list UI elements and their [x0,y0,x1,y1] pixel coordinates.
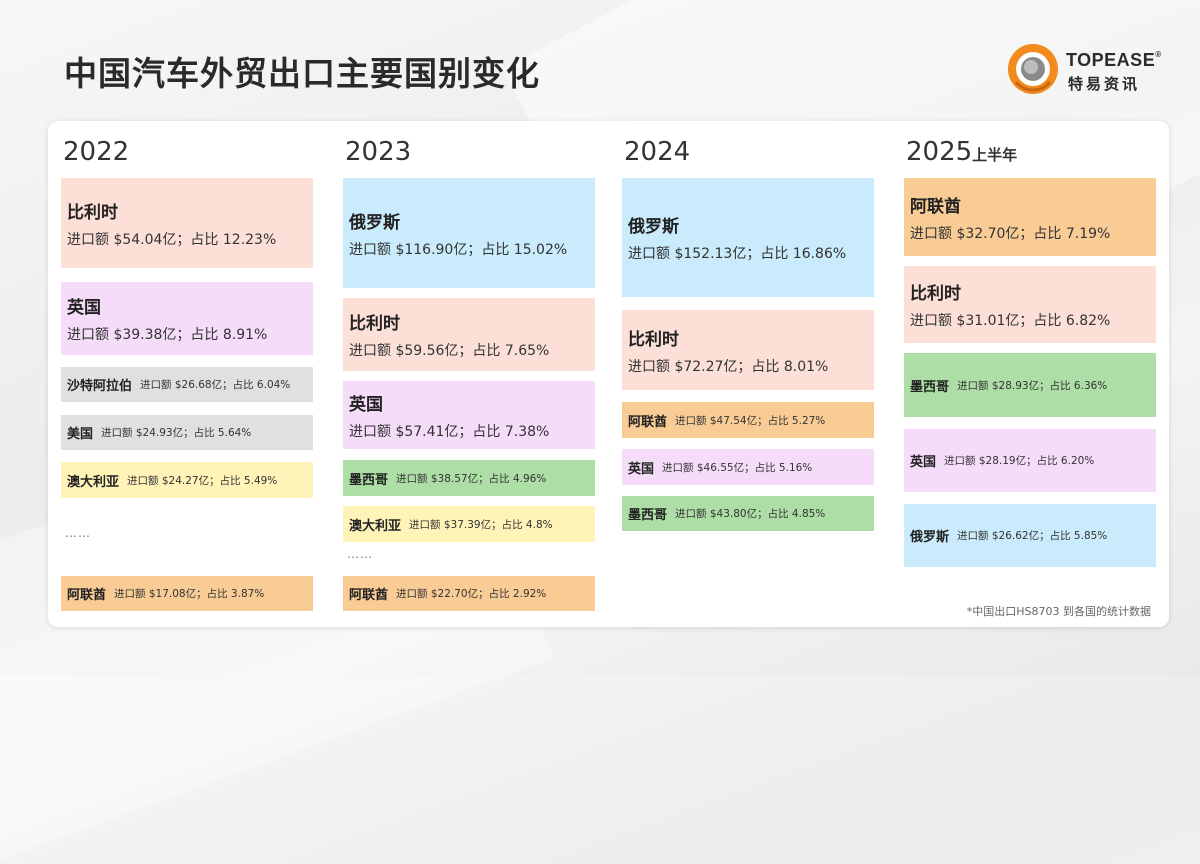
import-detail: 进口额 $17.08亿；占比 3.87% [114,588,265,600]
country-card: 比利时 进口额 $59.56亿；占比 7.65% [343,298,595,371]
year-heading: 2023 [345,137,412,167]
import-detail: 进口额 $152.13亿；占比 16.86% [628,246,847,262]
country-name: 俄罗斯 [628,217,679,237]
country-name: 墨西哥 [628,508,668,523]
year-heading: 2025上半年 [906,137,1018,167]
country-name: 阿联酋 [67,588,107,603]
country-card: 俄罗斯 进口额 $116.90亿；占比 15.02% [343,178,595,288]
year-heading: 2024 [624,137,691,167]
country-card: 墨西哥 进口额 $28.93亿；占比 6.36% [904,353,1156,417]
import-detail: 进口额 $24.27亿；占比 5.49% [127,474,278,487]
country-card: 澳大利亚 进口额 $37.39亿；占比 4.8% [343,506,595,542]
import-detail: 进口额 $43.80亿；占比 4.85% [675,508,826,520]
country-name: 比利时 [349,314,400,334]
import-detail: 进口额 $72.27亿；占比 8.01% [628,358,829,375]
country-name: 美国 [67,427,94,442]
country-name: 阿联酋 [628,414,668,430]
country-name: 澳大利亚 [67,474,120,490]
brand-logo: TOPEASE® 特易资讯 [1006,40,1166,100]
comparison-panel: 2022 比利时 进口额 $54.04亿；占比 12.23% 英国 进口额 $3… [48,121,1169,627]
country-card: 阿联酋 进口额 $17.08亿；占比 3.87% [61,576,313,611]
import-detail: 进口额 $28.93亿；占比 6.36% [957,379,1108,392]
country-name: 沙特阿拉伯 [67,379,133,394]
country-name: 英国 [628,461,655,477]
country-card: 美国 进口额 $24.93亿；占比 5.64% [61,415,313,450]
country-card: 比利时 进口额 $31.01亿；占比 6.82% [904,266,1156,343]
country-card: 英国 进口额 $39.38亿；占比 8.91% [61,282,313,355]
country-name: 比利时 [628,329,679,350]
import-detail: 进口额 $26.68亿；占比 6.04% [140,379,291,391]
import-detail: 进口额 $28.19亿；占比 6.20% [944,455,1095,467]
country-card: 比利时 进口额 $72.27亿；占比 8.01% [622,310,874,390]
footnote: *中国出口HS8703 到各国的统计数据 [966,605,1151,618]
country-card: 英国 进口额 $57.41亿；占比 7.38% [343,381,595,449]
country-name: 阿联酋 [910,196,961,217]
country-card: 墨西哥 进口额 $38.57亿；占比 4.96% [343,460,595,496]
import-detail: 进口额 $54.04亿；占比 12.23% [67,231,277,248]
country-name: 墨西哥 [910,379,950,395]
import-detail: 进口额 $116.90亿；占比 15.02% [349,241,568,258]
country-card: 沙特阿拉伯 进口额 $26.68亿；占比 6.04% [61,367,313,402]
country-card: 俄罗斯 进口额 $152.13亿；占比 16.86% [622,178,874,297]
country-name: 俄罗斯 [910,530,950,545]
topease-logo-icon [1008,44,1058,94]
ellipsis: …… [347,547,373,561]
country-card: 墨西哥 进口额 $43.80亿；占比 4.85% [622,496,874,531]
country-name: 比利时 [910,284,961,304]
year-heading: 2022 [63,137,130,167]
country-name: 英国 [349,394,383,415]
country-name: 英国 [910,455,937,470]
country-card: 阿联酋 进口额 $47.54亿；占比 5.27% [622,402,874,438]
country-card: 比利时 进口额 $54.04亿；占比 12.23% [61,178,313,268]
country-name: 阿联酋 [349,588,389,603]
country-name: 澳大利亚 [349,518,402,534]
import-detail: 进口额 $39.38亿；占比 8.91% [67,327,268,343]
country-name: 比利时 [67,202,118,223]
import-detail: 进口额 $38.57亿；占比 4.96% [396,472,547,485]
page-title: 中国汽车外贸出口主要国别变化 [64,54,540,93]
import-detail: 进口额 $37.39亿；占比 4.8% [409,518,553,531]
country-card: 英国 进口额 $46.55亿；占比 5.16% [622,449,874,485]
country-name: 墨西哥 [349,472,389,488]
logo-brand-text: TOPEASE® [1066,50,1162,70]
import-detail: 进口额 $32.70亿；占比 7.19% [910,225,1111,242]
country-card: 阿联酋 进口额 $32.70亿；占比 7.19% [904,178,1156,256]
import-detail: 进口额 $47.54亿；占比 5.27% [675,414,826,427]
country-card: 俄罗斯 进口额 $26.62亿；占比 5.85% [904,504,1156,567]
ellipsis: …… [65,526,91,540]
logo-subtitle: 特易资讯 [1068,75,1141,93]
country-card: 阿联酋 进口额 $22.70亿；占比 2.92% [343,576,595,611]
import-detail: 进口额 $22.70亿；占比 2.92% [396,588,547,600]
country-card: 英国 进口额 $28.19亿；占比 6.20% [904,429,1156,492]
import-detail: 进口额 $57.41亿；占比 7.38% [349,423,550,440]
country-name: 英国 [67,298,101,318]
import-detail: 进口额 $59.56亿；占比 7.65% [349,343,550,359]
import-detail: 进口额 $31.01亿；占比 6.82% [910,313,1111,329]
country-card: 澳大利亚 进口额 $24.27亿；占比 5.49% [61,462,313,498]
country-name: 俄罗斯 [349,212,400,233]
import-detail: 进口额 $24.93亿；占比 5.64% [101,427,252,439]
import-detail: 进口额 $46.55亿；占比 5.16% [662,461,813,474]
import-detail: 进口额 $26.62亿；占比 5.85% [957,530,1108,542]
